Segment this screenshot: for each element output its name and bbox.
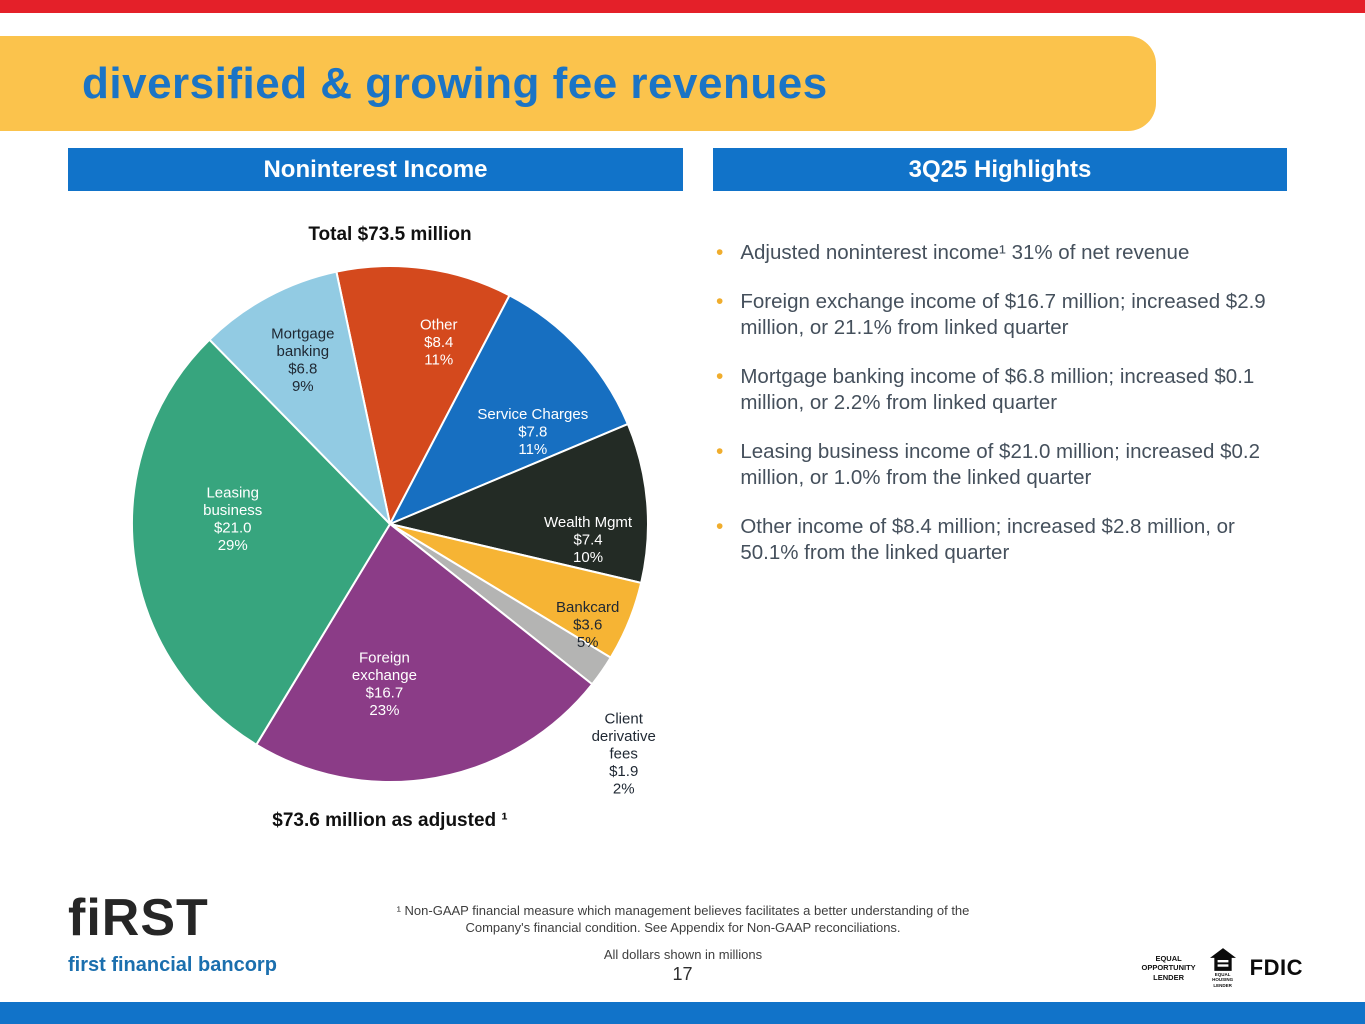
page-title: diversified & growing fee revenues [82,58,828,108]
highlights-list: • Adjusted noninterest income¹ 31% of net… [716,240,1288,589]
bullet-icon: • [716,290,724,313]
fdic-label: FDIC [1249,955,1303,981]
equal-housing-lender-mark: EQUAL HOUSING LENDER [1205,948,1241,988]
company-logo: fiRST first financial bancorp [68,892,277,977]
bullet-icon: • [716,241,724,264]
noninterest-income-header-label: Noninterest Income [263,155,488,183]
highlight-text: Foreign exchange income of $16.7 million… [740,290,1266,339]
bullet-icon: • [716,515,724,538]
highlight-item: • Foreign exchange income of $16.7 millio… [716,289,1288,341]
dollars-footnote: All dollars shown in millions [603,947,763,962]
highlights-header: 3Q25 Highlights [713,148,1287,191]
highlight-item: • Mortgage banking income of $6.8 million… [716,364,1288,416]
highlights-header-label: 3Q25 Highlights [908,155,1092,183]
equal-housing-lender-icon [1209,948,1236,971]
adjusted-total-caption: $73.6 million as adjusted ¹ [272,810,508,831]
pie-slice-label: Leasing business $21.0 29% [203,484,262,554]
bottom-blue-strip [0,1002,1365,1024]
noninterest-income-header: Noninterest Income [68,148,683,191]
pie-slice-label: Bankcard $3.6 5% [556,599,619,651]
pie-slice-label: Mortgage banking $6.8 9% [271,326,334,396]
logo-wordmark: fiRST [68,889,209,947]
footnotes: ¹ Non-GAAP financial measure which manag… [373,902,993,963]
page-number: 17 [672,964,693,984]
highlight-text: Leasing business income of $21.0 million… [740,440,1261,489]
pie-slice-other [335,265,511,525]
top-red-strip [0,0,1365,13]
equal-housing-lender-label: EQUAL HOUSING LENDER [1212,972,1234,988]
non-gaap-footnote: ¹ Non-GAAP financial measure which manag… [396,903,970,935]
pie-slice-label: Foreign exchange $16.7 23% [352,650,417,720]
pie-slice-label: Other $8.4 11% [420,317,458,369]
pie-chart-title: Total $73.5 million [308,224,472,245]
pie-slice-leasing-business [131,338,391,746]
equal-opportunity-lender-label: EQUAL OPPORTUNITY LENDER [1141,954,1196,982]
noninterest-income-pie-chart: Other $8.4 11% Service Charges $7.8 11% Wealth… [131,265,656,798]
pie-slice-service-charges [389,294,629,525]
highlight-text: Adjusted noninterest income¹ 31% of net … [740,241,1190,264]
highlight-item: • Other income of $8.4 million; increased… [716,514,1288,566]
pie-slice-wealth-mgmt [389,423,649,584]
pie-slice-label: Service Charges $7.8 11% [477,406,588,458]
highlight-item: • Leasing business income of $21.0 millio… [716,439,1288,491]
compliance-marks: EQUAL OPPORTUNITY LENDER EQUAL HOUSING L… [1142,948,1304,988]
pie-slice-label: Wealth Mgmt $7.4 10% [544,514,633,566]
pie-slice-mortgage-banking [208,270,391,525]
highlight-text: Mortgage banking income of $6.8 million;… [740,365,1255,414]
pie-slice-foreign-exchange [255,523,594,783]
logo-company-name: first financial bancorp [68,954,277,976]
bullet-icon: • [716,440,724,463]
pie-slice-label: Client derivative fees $1.9 2% [592,711,656,798]
highlight-text: Other income of $8.4 million; increased … [740,515,1235,564]
bullet-icon: • [716,365,724,388]
highlight-item: • Adjusted noninterest income¹ 31% of net… [716,240,1288,266]
title-banner: diversified & growing fee revenues [0,36,1156,131]
